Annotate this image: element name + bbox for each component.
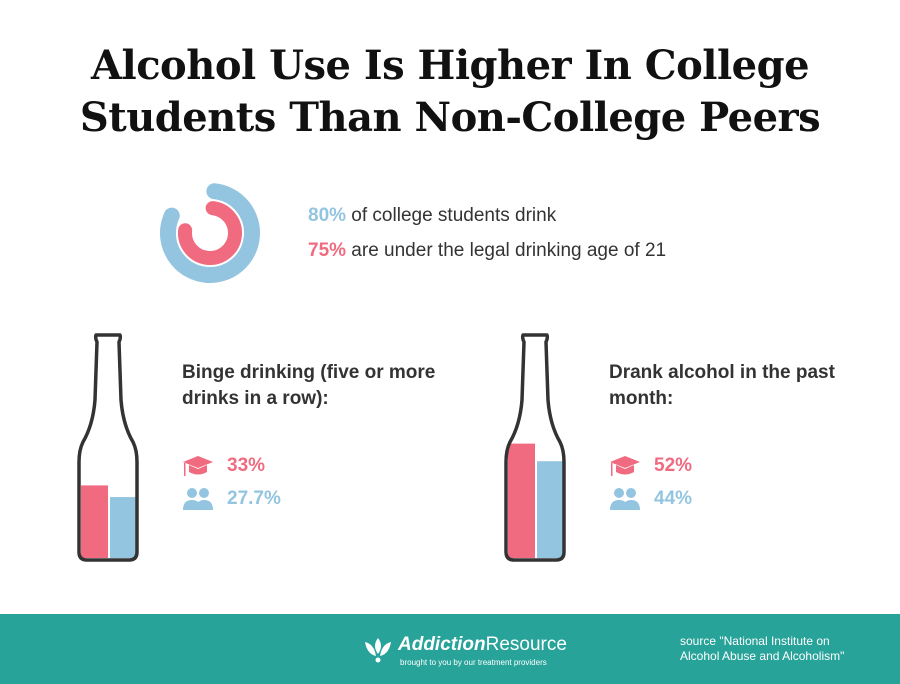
stat-value: 75% — [308, 240, 347, 261]
donut-ring-underage — [178, 201, 242, 265]
binge-noncollege-value: 27.7% — [227, 488, 281, 509]
stat-underage: 75% are under the legal drinking age of … — [308, 240, 666, 262]
title-line-2: Students Than Non-College Peers — [79, 94, 821, 141]
stat-text: are under the legal drinking age of 21 — [346, 240, 667, 261]
stat-value: 80% — [308, 205, 347, 226]
people-icon — [183, 488, 213, 510]
footer: AddictionResource brought to you by our … — [0, 614, 900, 684]
binge-college-value: 33% — [227, 455, 266, 476]
bottle-bar-college — [508, 443, 535, 558]
bottle-outline — [77, 333, 139, 562]
bottle-outline — [504, 333, 566, 562]
bottle-bar-non-college — [537, 461, 564, 558]
graduation-cap-icon — [610, 456, 640, 476]
brand-rest: Resource — [485, 634, 567, 655]
source-line-1: source "National Institute on — [680, 634, 830, 648]
graduation-cap-icon — [183, 456, 213, 476]
title-line-1: Alcohol Use Is Higher In College — [90, 42, 810, 89]
brand-bold: Addiction — [398, 634, 486, 655]
binge-heading: Binge drinking (five or more drinks in a… — [182, 362, 436, 409]
month-noncollege-value: 44% — [654, 488, 693, 509]
source-line-2: Alcohol Abuse and Alcoholism" — [680, 649, 845, 663]
month-college-value: 52% — [654, 455, 693, 476]
past-month-heading: Drank alcohol in the past month: — [609, 362, 835, 409]
bottle-bar-non-college — [110, 497, 137, 558]
stat-college-drink: 80% of college students drink — [308, 205, 556, 227]
bottle-bar-college — [81, 485, 108, 558]
donut-ring-college-drink — [160, 183, 260, 283]
brand-tagline: brought to you by our treatment provider… — [400, 658, 547, 667]
people-icon — [610, 488, 640, 510]
stat-text: of college students drink — [346, 205, 557, 226]
brand-logo[interactable]: AddictionResource — [398, 634, 567, 656]
source-citation: source "National Institute on Alcohol Ab… — [680, 634, 880, 664]
page-title: Alcohol Use Is Higher In College Student… — [0, 40, 900, 144]
lotus-logo-icon — [365, 638, 391, 663]
